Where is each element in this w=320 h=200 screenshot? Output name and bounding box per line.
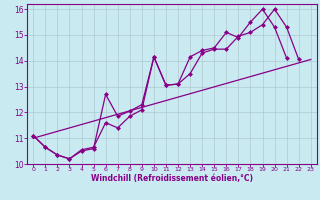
X-axis label: Windchill (Refroidissement éolien,°C): Windchill (Refroidissement éolien,°C) xyxy=(91,174,253,183)
